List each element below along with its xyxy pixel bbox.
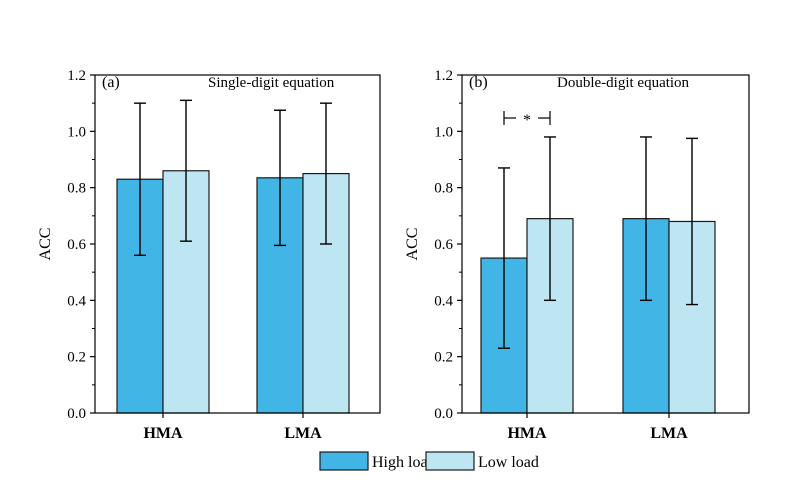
y-tick-label: 0.4 [67, 293, 86, 309]
x-tick-label-hma: HMA [507, 425, 547, 442]
y-axis-title: ACC [404, 228, 421, 261]
y-tick-label: 1.0 [434, 124, 453, 140]
y-tick-label: 0.8 [434, 181, 453, 197]
y-tick-label: 0.2 [67, 350, 86, 366]
panel-label: (a) [102, 74, 120, 91]
y-tick-label: 1.2 [434, 68, 453, 84]
y-tick-label: 0.0 [434, 406, 453, 422]
panel-title: Single-digit equation [208, 75, 335, 91]
x-tick-label-hma: HMA [143, 425, 183, 442]
panel-label: (b) [469, 74, 488, 91]
y-tick-label: 0.0 [67, 406, 86, 422]
y-tick-label: 0.4 [434, 293, 453, 309]
x-tick-label-lma: LMA [650, 425, 688, 442]
y-tick-label: 0.6 [67, 237, 86, 253]
significance-star: * [523, 112, 531, 129]
panel-title: Double-digit equation [557, 75, 690, 91]
x-tick-label-lma: LMA [284, 425, 322, 442]
y-tick-label: 0.8 [67, 181, 86, 197]
y-axis-title: ACC [37, 228, 54, 261]
y-tick-label: 1.2 [67, 68, 86, 84]
y-tick-label: 0.6 [434, 237, 453, 253]
legend-swatch-high-load [319, 451, 369, 471]
legend-label-high-load: High load [372, 454, 436, 471]
legend-swatch-low-load [425, 451, 475, 471]
y-tick-label: 0.2 [434, 350, 453, 366]
legend-label-low-load: Low load [478, 454, 539, 471]
y-tick-label: 1.0 [67, 124, 86, 140]
